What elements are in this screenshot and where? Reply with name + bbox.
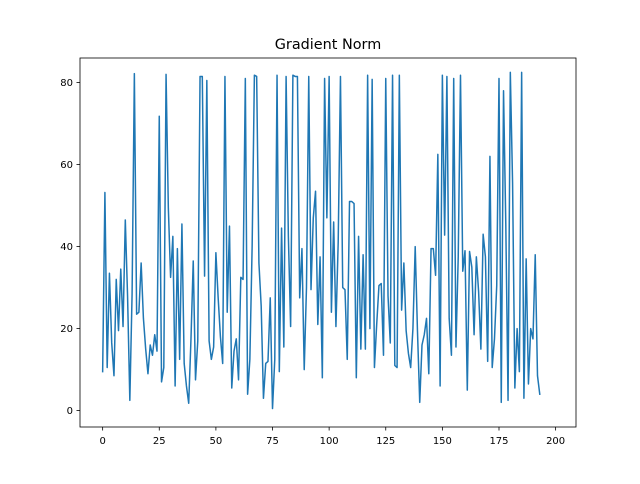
x-tick-label: 125 [376,436,395,447]
plot-area: 0 25 50 75 100 125 150 175 200 0 20 40 60 80 [60,57,577,447]
x-tick-label: 50 [210,436,223,447]
series-line-0 [101,71,541,410]
x-tick-label: 25 [153,436,166,447]
y-tick-label: 0 [67,406,73,417]
y-tick-label: 80 [60,78,73,89]
x-tick-label: 200 [546,436,565,447]
x-tick-label: 0 [99,436,105,447]
y-tick-label: 40 [60,242,73,253]
axes-frame [79,57,577,428]
x-tick-label: 150 [433,436,452,447]
chart-title: Gradient Norm [275,37,381,53]
x-tick-label: 175 [489,436,508,447]
y-tick-label: 60 [60,160,73,171]
y-tick-label: 20 [60,324,73,335]
x-tick-label: 100 [320,436,339,447]
x-tick-label: 75 [266,436,279,447]
